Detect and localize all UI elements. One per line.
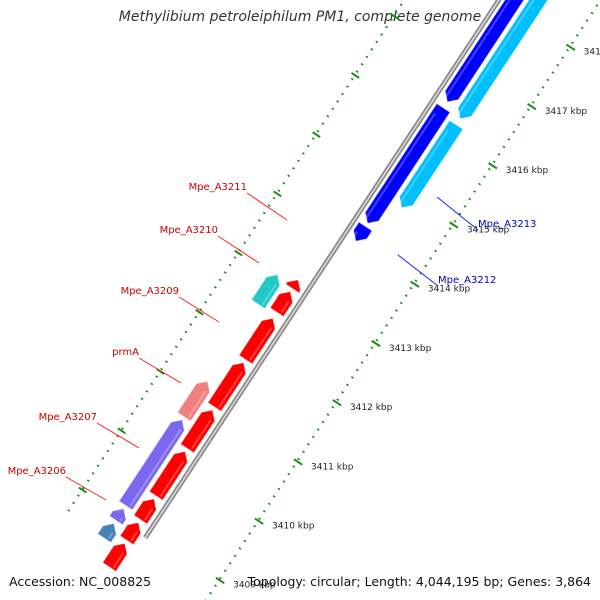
gene-arrow — [207, 362, 247, 413]
tick-mark — [215, 576, 225, 585]
tick-mark-upper — [312, 131, 321, 138]
gene-arrow — [108, 508, 127, 526]
gene-arrow — [444, 0, 525, 103]
tick-mark — [565, 43, 576, 51]
tick-label: 3413 kbp — [389, 344, 432, 354]
gene-arrow — [457, 0, 549, 120]
tick-mark — [488, 162, 498, 170]
tick-mark — [449, 221, 459, 229]
tick-label: 3414 kbp — [428, 285, 471, 295]
backbone-highlight — [144, 0, 500, 539]
tick-mark — [371, 339, 381, 348]
gene-arrow — [398, 119, 464, 209]
gene-arrow-highlight — [144, 508, 154, 521]
gene-label: Mpe_A3210 — [160, 225, 218, 236]
gene-arrow — [176, 380, 211, 422]
gene-arrow-highlight — [112, 552, 125, 569]
gene-label: Mpe_A3212 — [438, 275, 496, 286]
accession-label: Accession: NC_008825 — [9, 574, 152, 589]
tick-label: 3410 kbp — [272, 521, 315, 531]
gene-leader-line — [65, 476, 107, 501]
gene-label: Mpe_A3213 — [478, 219, 536, 230]
gene-leader-line — [397, 254, 439, 287]
gene-arrow-highlight — [280, 300, 290, 314]
map-title: Methylibium petroleiphilum PM1, complete… — [118, 9, 482, 25]
gene-arrow — [238, 317, 276, 365]
forward-dot-track — [67, 0, 406, 512]
tick-mark-upper — [78, 486, 87, 494]
gene-arrow-highlight — [457, 0, 535, 116]
tick-mark — [332, 399, 342, 407]
gene-leader-line — [178, 296, 220, 323]
gene-leader-line — [96, 422, 140, 449]
gene-arrow — [133, 498, 157, 525]
tick-mark — [410, 280, 420, 288]
gene-leader-line — [138, 357, 182, 384]
gene-arrow-highlight — [119, 517, 123, 522]
gene-label: Mpe_A3209 — [121, 286, 179, 297]
gene-arrow — [179, 409, 216, 454]
tick-label: 3418 kbp — [584, 48, 600, 58]
tick-mark-upper — [117, 427, 126, 435]
gene-label: Mpe_A3206 — [8, 466, 66, 477]
genome-stats-label: Topology: circular; Length: 4,044,195 bp… — [247, 574, 591, 589]
tick-label: 3412 kbp — [350, 403, 393, 413]
gene-arrow — [96, 522, 117, 544]
gene-arrow-highlight — [159, 460, 185, 497]
gene-arrow-highlight — [364, 112, 437, 221]
tick-mark — [293, 458, 303, 466]
gene-leader-line — [246, 192, 288, 221]
gene-arrow-highlight — [444, 0, 511, 99]
gene-arrow — [269, 290, 294, 318]
tick-mark — [526, 102, 537, 111]
gene-arrow-highlight — [187, 390, 207, 418]
tick-mark — [254, 517, 264, 525]
tick-mark-upper — [234, 249, 243, 257]
gene-arrow-highlight — [190, 419, 212, 450]
gene-arrow-highlight — [107, 532, 114, 540]
gene-arrow — [101, 542, 128, 573]
gene-arrow — [119, 521, 142, 546]
gene-arrow — [285, 279, 302, 294]
gene-label: prmA — [112, 347, 139, 358]
gene-label: Mpe_A3211 — [189, 182, 247, 193]
gene-leader-line — [217, 235, 260, 264]
tick-mark-upper — [389, 12, 399, 20]
gene-arrow-highlight — [129, 428, 182, 507]
gene-arrow — [364, 102, 451, 224]
gene-label: Mpe_A3207 — [39, 412, 97, 423]
tick-label: 3416 kbp — [506, 166, 549, 176]
tick-mark-upper — [156, 368, 165, 375]
gene-arrow — [352, 221, 373, 242]
gene-arrow-highlight — [130, 531, 138, 542]
gene-leader-line — [436, 196, 479, 231]
gene-arrow-highlight — [352, 231, 359, 238]
tick-mark-upper — [195, 309, 204, 316]
gene-arrow — [250, 274, 281, 310]
gene-arrow — [118, 419, 185, 511]
tick-label: 3409 kbp — [233, 581, 276, 591]
gene-arrow-highlight — [398, 129, 449, 205]
gene-arrow-highlight — [218, 371, 243, 409]
tick-mark-upper — [351, 72, 360, 79]
tick-mark-upper — [273, 190, 282, 198]
tick-label: 3417 kbp — [545, 107, 588, 117]
tick-label: 3411 kbp — [311, 462, 354, 472]
tick-label: 3415 kbp — [467, 225, 510, 235]
gene-arrow — [148, 450, 189, 501]
gene-arrow-highlight — [249, 327, 273, 361]
gene-arrow-highlight — [261, 283, 277, 306]
